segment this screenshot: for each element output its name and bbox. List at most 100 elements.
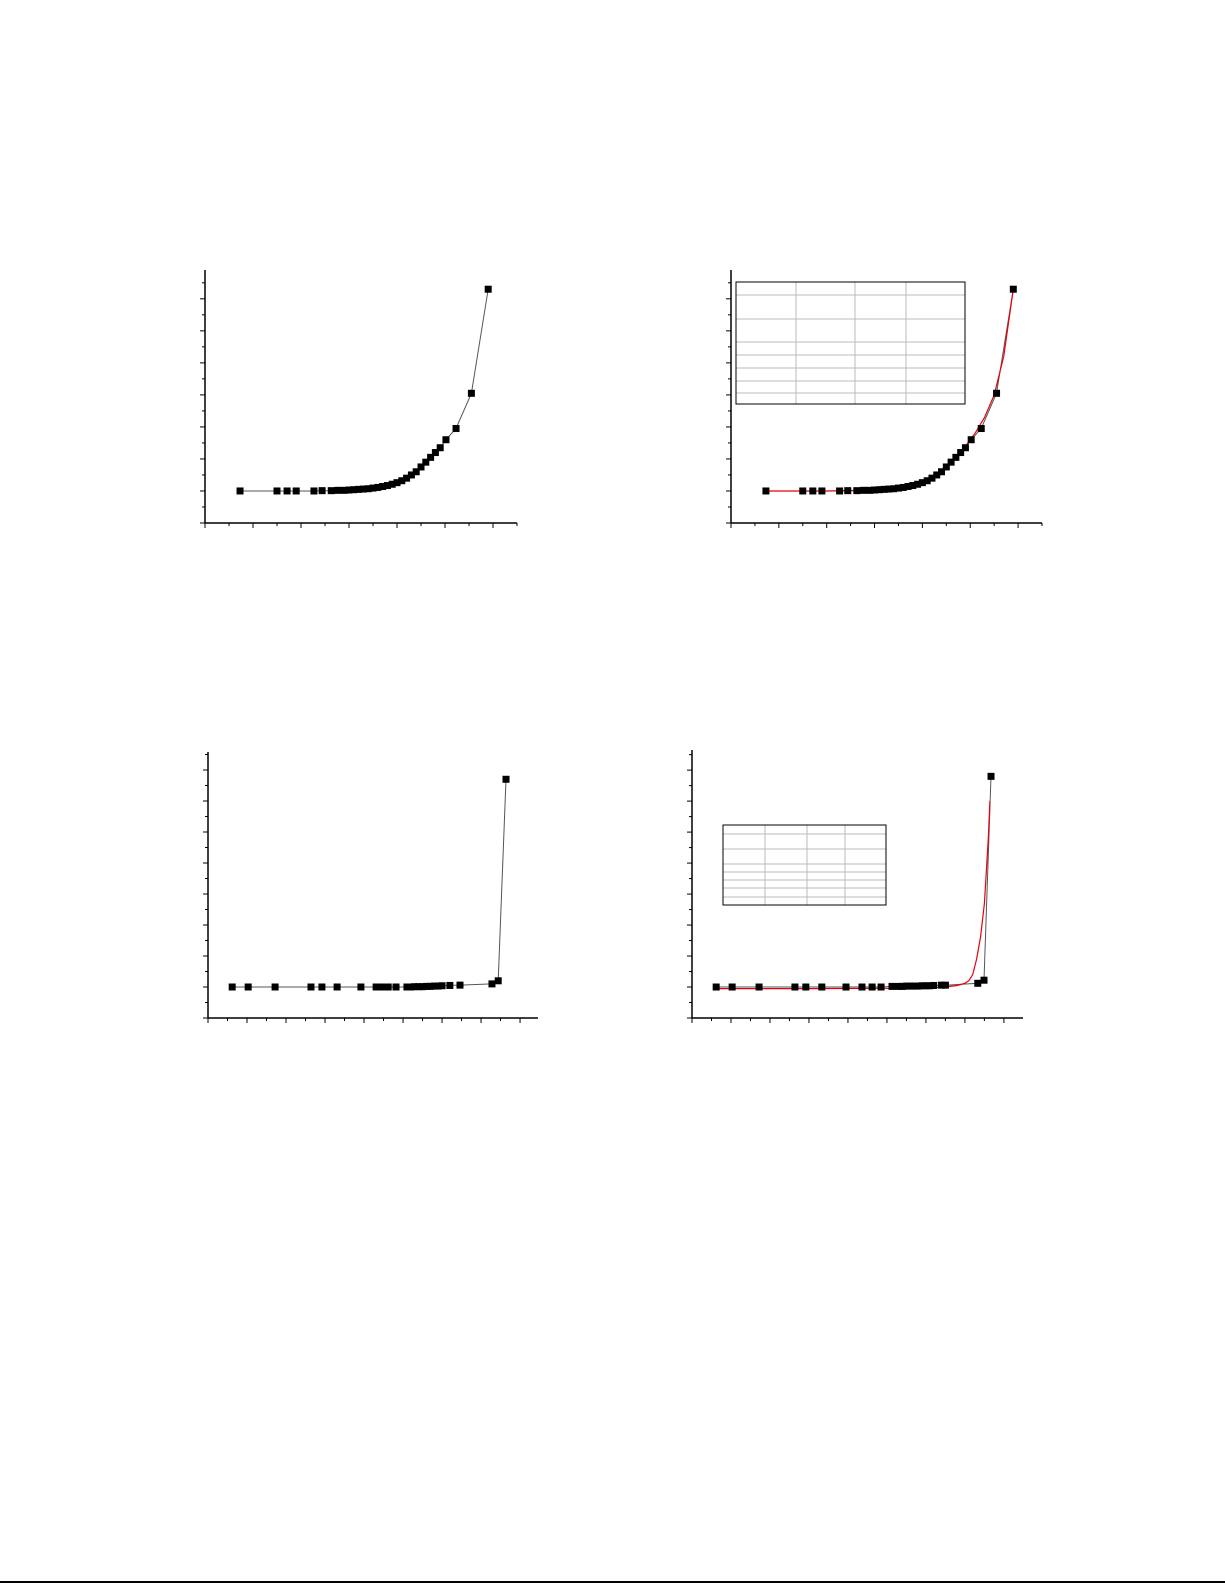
table-border [735, 281, 966, 405]
data-point [502, 775, 510, 783]
data-point [938, 981, 946, 989]
data-point [456, 981, 464, 989]
data-point [422, 982, 430, 990]
series-line [232, 779, 507, 988]
data-point [947, 458, 955, 466]
data-point [904, 482, 912, 490]
data-point [836, 487, 844, 495]
data-point [419, 983, 427, 991]
data-point [980, 976, 988, 984]
data-point [961, 444, 969, 452]
data-point [910, 982, 918, 990]
data-point [895, 982, 903, 990]
series-line [240, 289, 489, 492]
chart-1 [200, 270, 518, 528]
data-point [802, 983, 810, 991]
data-point [310, 487, 318, 495]
data-point [271, 983, 279, 991]
data-point [407, 983, 415, 991]
data-point [228, 983, 236, 991]
data-point [438, 982, 446, 990]
data-point [880, 485, 888, 493]
data-point [818, 487, 826, 495]
data-point [378, 983, 386, 991]
data-point [866, 486, 874, 494]
data-point [941, 981, 949, 989]
data-point [369, 484, 377, 492]
data-point [484, 285, 492, 293]
data-point [372, 983, 380, 991]
page-bottom-rule [0, 1581, 1225, 1583]
data-point [355, 485, 363, 493]
data-point [403, 983, 411, 991]
data-point [844, 487, 852, 495]
data-point [383, 482, 391, 490]
data-point [446, 981, 454, 989]
chart-4 [687, 750, 1023, 1023]
data-point [890, 485, 898, 493]
data-point [467, 389, 475, 397]
data-point [434, 982, 442, 990]
data-point [359, 485, 367, 493]
data-point [809, 487, 817, 495]
data-point [914, 982, 922, 990]
data-point [379, 482, 387, 490]
data-point [957, 449, 965, 457]
data-point [333, 983, 341, 991]
data-point [403, 474, 411, 482]
fit-curve [716, 801, 991, 990]
fit-results-table [722, 824, 887, 906]
data-point [452, 425, 460, 433]
data-point [952, 453, 960, 461]
data-point [334, 486, 342, 494]
data-point [422, 458, 430, 466]
data-point [1009, 285, 1017, 293]
data-point [236, 487, 244, 495]
data-point [871, 486, 879, 494]
data-point [384, 983, 392, 991]
data-point [345, 486, 353, 494]
chart-2 [726, 270, 1043, 528]
data-point [411, 983, 419, 991]
data-point [427, 453, 435, 461]
data-point [283, 487, 291, 495]
data-point [993, 389, 1001, 397]
data-point [875, 486, 883, 494]
data-point [273, 487, 281, 495]
data-point [393, 479, 401, 487]
table-border [722, 824, 887, 906]
data-point [933, 471, 941, 479]
data-point [388, 480, 396, 488]
data-point [392, 983, 400, 991]
data-point [712, 983, 720, 991]
data-point [977, 425, 985, 433]
data-point [431, 449, 439, 457]
data-point [885, 485, 893, 493]
data-point [914, 480, 922, 488]
data-point [307, 983, 315, 991]
data-point [442, 436, 450, 444]
data-point [894, 484, 902, 492]
data-point [860, 486, 868, 494]
data-point [853, 487, 861, 495]
data-point [494, 977, 502, 985]
data-point [398, 477, 406, 485]
data-point [906, 982, 914, 990]
data-point [899, 483, 907, 491]
data-point [858, 983, 866, 991]
data-point [868, 983, 876, 991]
data-point [899, 982, 907, 990]
data-point [755, 983, 763, 991]
data-point [902, 982, 910, 990]
data-point [407, 471, 415, 479]
data-point [877, 983, 885, 991]
data-point [987, 772, 995, 780]
data-point [430, 982, 438, 990]
data-point [818, 983, 826, 991]
data-point [488, 980, 496, 988]
data-point [967, 436, 975, 444]
chart-3 [203, 752, 538, 1023]
series-line [716, 776, 992, 988]
data-point [888, 982, 896, 990]
